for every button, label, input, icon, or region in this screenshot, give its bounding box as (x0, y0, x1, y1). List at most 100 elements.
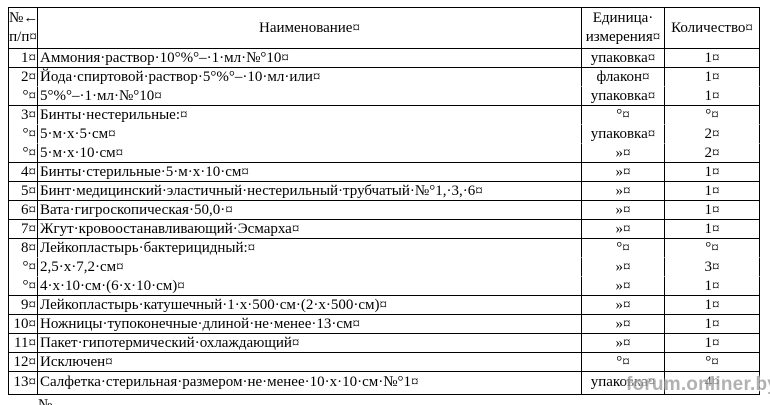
item-name-cell: Лейкопластырь·катушечный·1·х·500·см·(2·х… (38, 296, 582, 315)
quantity-cell: 1¤ (665, 334, 760, 353)
item-name-cell: Бинт·медицинский·эластичный·нестерильный… (38, 182, 582, 201)
quantity-cell: 1¤ (665, 163, 760, 182)
unit-cell: »¤ (582, 163, 665, 182)
quantity-cell: 1¤ (665, 315, 760, 334)
unit-cell: »¤ (582, 220, 665, 239)
unit-cell: упаковка¤ (582, 372, 665, 395)
quantity-cell: 3¤ (665, 258, 760, 277)
table-row: 4¤ Бинты·стерильные·5·м·х·10·см¤ »¤ 1¤ (9, 163, 760, 182)
quantity-cell: 2¤ (665, 144, 760, 163)
item-name-cell: Ножницы·тупоконечные·длиной·не·менее·13·… (38, 315, 582, 334)
unit-cell: °¤ (582, 239, 665, 258)
row-number-cell: 10¤ (9, 315, 38, 334)
header-col-quantity: Количество¤ (665, 8, 760, 49)
row-number-cell: 2¤ (9, 68, 38, 87)
item-name-cell: 5·м·х·5·см¤ (38, 125, 582, 144)
clipped-text-below-table: № (38, 398, 68, 405)
table-row: 13¤ Салфетка·стерильная·размером·не·мене… (9, 372, 760, 395)
item-name-cell: Бинты·стерильные·5·м·х·10·см¤ (38, 163, 582, 182)
table-row: °¤ 5·м·х·5·см¤ упаковка¤ 2¤ (9, 125, 760, 144)
item-name-cell: 2,5·х·7,2·см¤ (38, 258, 582, 277)
table-row: 5¤ Бинт·медицинский·эластичный·нестериль… (9, 182, 760, 201)
table-row: °¤ 2,5·х·7,2·см¤ »¤ 3¤ (9, 258, 760, 277)
quantity-cell: 1¤ (665, 87, 760, 106)
unit-cell: »¤ (582, 334, 665, 353)
unit-cell: »¤ (582, 315, 665, 334)
quantity-cell: °¤ (665, 239, 760, 258)
unit-cell: »¤ (582, 258, 665, 277)
table-row: 3¤ Бинты·нестерильные:¤ °¤ °¤ (9, 106, 760, 125)
item-name-cell: Йода·спиртовой·раствор·5°%°–·10·мл·или¤ (38, 68, 582, 87)
unit-cell: °¤ (582, 353, 665, 372)
item-name-cell: Исключен¤ (38, 353, 582, 372)
first-aid-contents-table: №← п/п¤ Наименование¤ Единица· измерения… (8, 7, 760, 395)
row-number-cell: 5¤ (9, 182, 38, 201)
quantity-cell: °¤ (665, 353, 760, 372)
table-row: °¤ 5·м·х·10·см¤ »¤ 2¤ (9, 144, 760, 163)
table-row: 7¤ Жгут·кровоостанавливающий·Эсмарха¤ »¤… (9, 220, 760, 239)
header-col-number: №← п/п¤ (9, 8, 38, 49)
table-row: °¤ 4·х·10·см·(6·х·10·см)¤ »¤ 1¤ (9, 277, 760, 296)
header-col-name: Наименование¤ (38, 8, 582, 49)
unit-cell: »¤ (582, 144, 665, 163)
row-number-cell: 13¤ (9, 372, 38, 395)
item-name-cell: 4·х·10·см·(6·х·10·см)¤ (38, 277, 582, 296)
item-name-cell: Салфетка·стерильная·размером·не·менее·10… (38, 372, 582, 395)
unit-cell: упаковка¤ (582, 49, 665, 68)
item-name-cell: Лейкопластырь·бактерицидный:¤ (38, 239, 582, 258)
unit-cell: »¤ (582, 277, 665, 296)
unit-cell: °¤ (582, 106, 665, 125)
quantity-cell: 1¤ (665, 201, 760, 220)
item-name-cell: Вата·гигроскопическая·50,0·¤ (38, 201, 582, 220)
quantity-cell: 1¤ (665, 277, 760, 296)
row-number-cell: °¤ (9, 144, 38, 163)
row-number-cell: 3¤ (9, 106, 38, 125)
quantity-cell: 1¤ (665, 49, 760, 68)
row-number-cell: 8¤ (9, 239, 38, 258)
row-number-cell: °¤ (9, 87, 38, 106)
unit-cell: упаковка¤ (582, 87, 665, 106)
unit-cell: упаковка¤ (582, 125, 665, 144)
row-number-cell: °¤ (9, 258, 38, 277)
item-name-cell: 5·м·х·10·см¤ (38, 144, 582, 163)
item-name-cell: Бинты·нестерильные:¤ (38, 106, 582, 125)
item-name-cell: 5°%°–·1·мл·№°10¤ (38, 87, 582, 106)
row-number-cell: 12¤ (9, 353, 38, 372)
row-number-cell: 7¤ (9, 220, 38, 239)
quantity-cell: 1¤ (665, 182, 760, 201)
table-header: №← п/п¤ Наименование¤ Единица· измерения… (9, 8, 760, 49)
table-row: 2¤ Йода·спиртовой·раствор·5°%°–·10·мл·ил… (9, 68, 760, 87)
item-name-cell: Жгут·кровоостанавливающий·Эсмарха¤ (38, 220, 582, 239)
quantity-cell: 1¤ (665, 296, 760, 315)
table-row: 10¤ Ножницы·тупоконечные·длиной·не·менее… (9, 315, 760, 334)
row-number-cell: 4¤ (9, 163, 38, 182)
table-row: 9¤ Лейкопластырь·катушечный·1·х·500·см·(… (9, 296, 760, 315)
unit-cell: флакон¤ (582, 68, 665, 87)
unit-cell: »¤ (582, 182, 665, 201)
table-row: 6¤ Вата·гигроскопическая·50,0·¤ »¤ 1¤ (9, 201, 760, 220)
header-col-unit: Единица· измерения¤ (582, 8, 665, 49)
item-name-cell: Аммония·раствор·10°%°–·1·мл·№°10¤ (38, 49, 582, 68)
row-number-cell: 11¤ (9, 334, 38, 353)
table-row: 12¤ Исключен¤ °¤ °¤ (9, 353, 760, 372)
row-number-cell: °¤ (9, 277, 38, 296)
row-number-cell: 6¤ (9, 201, 38, 220)
unit-cell: »¤ (582, 201, 665, 220)
table-row: 1¤ Аммония·раствор·10°%°–·1·мл·№°10¤ упа… (9, 49, 760, 68)
table-row: °¤ 5°%°–·1·мл·№°10¤ упаковка¤ 1¤ (9, 87, 760, 106)
table-row: 8¤ Лейкопластырь·бактерицидный:¤ °¤ °¤ (9, 239, 760, 258)
table-row: 11¤ Пакет·гипотермический·охлаждающий¤ »… (9, 334, 760, 353)
table-body: 1¤ Аммония·раствор·10°%°–·1·мл·№°10¤ упа… (9, 49, 760, 395)
unit-cell: »¤ (582, 296, 665, 315)
quantity-cell: °¤ (665, 106, 760, 125)
quantity-cell: 1¤ (665, 220, 760, 239)
header-row: №← п/п¤ Наименование¤ Единица· измерения… (9, 8, 760, 49)
quantity-cell: 2¤ (665, 125, 760, 144)
item-name-cell: Пакет·гипотермический·охлаждающий¤ (38, 334, 582, 353)
quantity-cell: 1¤ (665, 68, 760, 87)
row-number-cell: 1¤ (9, 49, 38, 68)
quantity-cell: 4¤ (665, 372, 760, 395)
row-number-cell: 9¤ (9, 296, 38, 315)
row-number-cell: °¤ (9, 125, 38, 144)
